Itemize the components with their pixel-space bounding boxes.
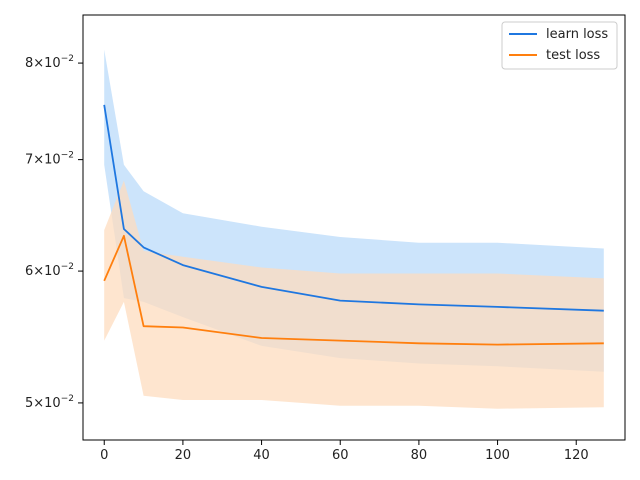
x-tick-label: 120	[564, 448, 589, 463]
series-lines	[103, 104, 604, 346]
y-tick-label: 5×10−2	[25, 394, 74, 411]
x-tick-label: 60	[332, 448, 349, 463]
y-tick-label: 7×10−2	[25, 151, 74, 168]
x-tick-label: 0	[100, 448, 108, 463]
x-axis-ticks: 0 20 40 60 80 100 120	[100, 440, 589, 463]
x-tick-label: 40	[253, 448, 270, 463]
x-tick-label: 20	[175, 448, 192, 463]
y-axis-ticks: 5×10−2 6×10−2 7×10−2 8×10−2	[25, 54, 83, 411]
y-tick-label: 6×10−2	[25, 262, 74, 279]
band-test-loss	[104, 180, 604, 409]
confidence-bands	[104, 49, 604, 409]
plot-frame	[82, 14, 626, 441]
x-tick-label: 100	[485, 448, 510, 463]
legend-label-test-loss: test loss	[546, 48, 600, 63]
legend: learn loss test loss	[501, 21, 618, 70]
x-tick-label: 80	[411, 448, 428, 463]
legend-label-learn-loss: learn loss	[546, 27, 608, 42]
y-tick-label: 8×10−2	[25, 54, 74, 71]
